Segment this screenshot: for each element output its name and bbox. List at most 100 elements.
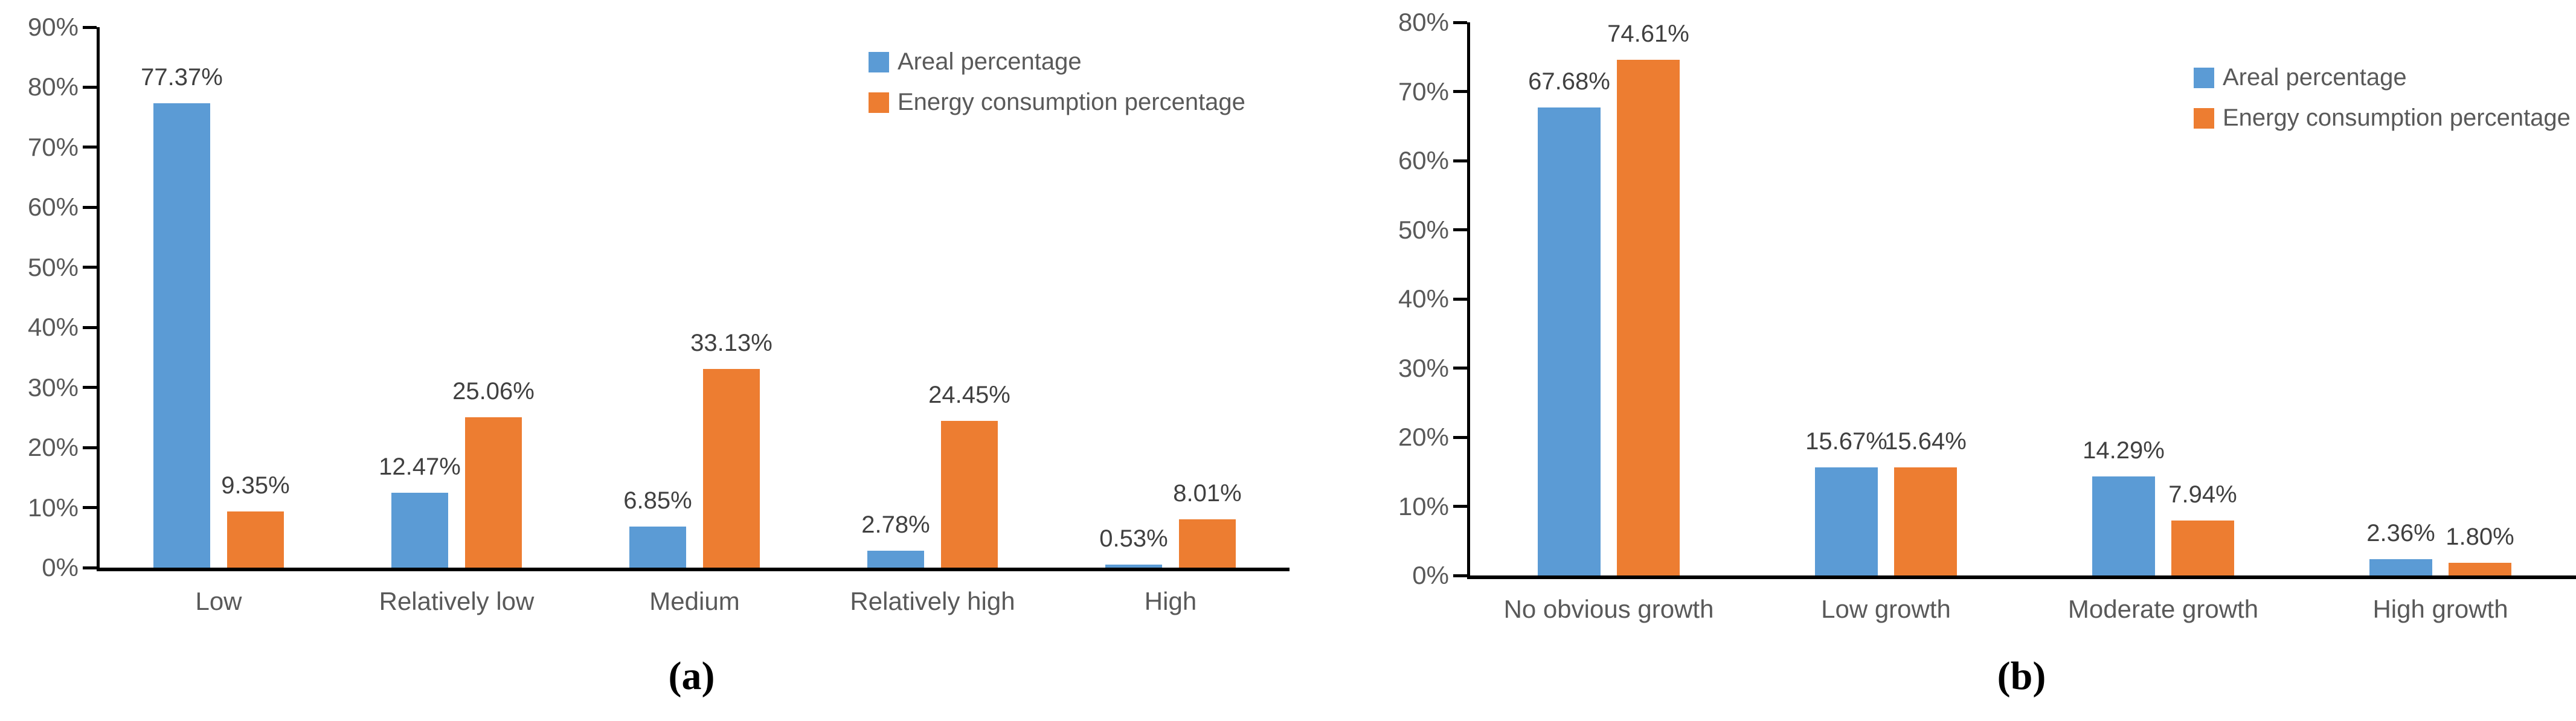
bar-energy bbox=[227, 511, 284, 568]
chart-a-caption: (a) bbox=[668, 654, 715, 698]
y-axis-tick-label: 50% bbox=[1398, 215, 1449, 244]
y-axis-tick-mark bbox=[1453, 90, 1467, 93]
value-label: 25.06% bbox=[452, 377, 535, 405]
x-axis-category-label: Moderate growth bbox=[2067, 595, 2259, 623]
bar-areal bbox=[629, 526, 686, 568]
y-axis-tick-mark bbox=[1453, 367, 1467, 370]
x-axis-category-label: Low growth bbox=[1821, 595, 1951, 623]
y-axis-tick-label: 0% bbox=[42, 553, 79, 582]
bar-areal bbox=[1538, 107, 1601, 575]
chart-b-legend: Areal percentage Energy consumption perce… bbox=[2194, 64, 2571, 145]
y-axis-tick-mark bbox=[83, 566, 97, 569]
y-axis-tick-mark bbox=[1453, 505, 1467, 508]
chart-a-legend: Areal percentage Energy consumption perce… bbox=[869, 48, 1245, 129]
value-label: 2.36% bbox=[2366, 519, 2435, 546]
y-axis-tick-mark bbox=[83, 205, 97, 209]
chart-b-plot-area: 0% 10% 20% 30% 40% 50% 60% 70% 80% No obvious gro… bbox=[1398, 8, 2576, 623]
chart-b-panel: 0% 10% 20% 30% 40% 50% 60% 70% 80% No obvious gro… bbox=[1317, 0, 2576, 721]
y-axis-tick-mark bbox=[83, 386, 97, 389]
y-axis-tick-mark bbox=[83, 25, 97, 29]
bar-areal bbox=[1815, 467, 1878, 575]
x-axis-category-label: Relatively high bbox=[850, 587, 1015, 615]
y-axis-tick-label: 80% bbox=[27, 72, 79, 101]
bar-energy bbox=[465, 417, 522, 568]
value-label: 2.78% bbox=[861, 511, 930, 539]
value-label: 15.64% bbox=[1884, 428, 1967, 455]
y-axis-tick-label: 10% bbox=[27, 493, 79, 522]
y-axis-tick-label: 60% bbox=[1398, 146, 1449, 175]
y-axis-tick-label: 20% bbox=[1398, 423, 1449, 451]
bar-energy bbox=[1179, 519, 1236, 568]
bar-energy bbox=[1617, 59, 1680, 575]
value-label: 24.45% bbox=[928, 381, 1010, 408]
legend-label: Areal percentage bbox=[2223, 64, 2407, 91]
x-axis-category-label: Medium bbox=[649, 587, 740, 615]
x-axis-category-label: Relatively low bbox=[379, 587, 535, 615]
x-axis-category-label: No obvious growth bbox=[1503, 595, 1714, 623]
y-axis-tick-label: 50% bbox=[27, 252, 79, 281]
orange-square-swatch bbox=[2194, 107, 2214, 129]
bar-areal bbox=[2369, 559, 2432, 575]
legend-item: Areal percentage bbox=[869, 48, 1245, 75]
y-axis-tick-mark bbox=[1453, 574, 1467, 577]
value-label: 33.13% bbox=[690, 329, 772, 356]
y-axis-tick-mark bbox=[83, 266, 97, 269]
bar-energy bbox=[2171, 521, 2234, 575]
y-axis-tick-mark bbox=[83, 446, 97, 449]
value-label: 1.80% bbox=[2446, 524, 2514, 551]
y-axis-tick-mark bbox=[83, 146, 97, 149]
value-label: 7.94% bbox=[2168, 481, 2237, 508]
value-label: 67.68% bbox=[1528, 68, 1610, 95]
chart-a-plot-area: 0% 10% 20% 30% 40% 50% 60% 70% 80% 90% Low 77.37% 9.… bbox=[28, 13, 1290, 615]
y-axis-tick-label: 0% bbox=[1412, 561, 1449, 589]
blue-square-swatch bbox=[869, 51, 889, 72]
y-axis-tick-mark bbox=[1453, 297, 1467, 301]
bar-energy bbox=[2449, 563, 2511, 575]
chart-b-caption: (b) bbox=[1997, 654, 2046, 698]
y-axis-tick-label: 20% bbox=[27, 433, 79, 462]
bar-areal bbox=[153, 103, 210, 568]
bar-energy bbox=[941, 420, 998, 568]
y-axis-tick-label: 40% bbox=[27, 313, 79, 342]
y-axis-tick-label: 70% bbox=[27, 132, 79, 161]
y-axis-tick-label: 30% bbox=[1398, 353, 1449, 382]
y-axis-tick-mark bbox=[1453, 228, 1467, 231]
y-axis-tick-mark bbox=[1453, 159, 1467, 162]
y-axis-tick-mark bbox=[83, 85, 97, 89]
legend-item: Areal percentage bbox=[2194, 64, 2571, 91]
y-axis-tick-label: 10% bbox=[1398, 492, 1449, 521]
blue-square-swatch bbox=[2194, 67, 2214, 88]
y-axis-tick-label: 30% bbox=[27, 373, 79, 402]
bar-areal bbox=[867, 551, 924, 568]
bar-energy bbox=[703, 368, 760, 568]
value-label: 6.85% bbox=[623, 487, 692, 514]
chart-a-panel: 0% 10% 20% 30% 40% 50% 60% 70% 80% 90% Low 77.37% 9.… bbox=[28, 13, 1290, 698]
x-axis-category-label: High growth bbox=[2372, 595, 2508, 623]
x-axis-category-label: High bbox=[1144, 587, 1197, 615]
bar-areal bbox=[391, 493, 448, 568]
orange-square-swatch bbox=[869, 92, 889, 113]
value-label: 8.01% bbox=[1173, 480, 1242, 507]
x-axis-category-label: Low bbox=[195, 587, 242, 615]
bar-energy bbox=[1894, 467, 1957, 575]
y-axis-tick-label: 60% bbox=[27, 193, 79, 222]
y-axis-tick-mark bbox=[83, 506, 97, 510]
y-axis-tick-mark bbox=[83, 325, 97, 329]
value-label: 74.61% bbox=[1607, 20, 1689, 47]
y-axis-tick-label: 90% bbox=[27, 13, 79, 41]
value-label: 0.53% bbox=[1099, 525, 1168, 552]
legend-label: Areal percentage bbox=[898, 48, 1082, 75]
y-axis-tick-label: 40% bbox=[1398, 284, 1449, 313]
value-label: 15.67% bbox=[1805, 428, 1887, 455]
y-axis-tick-label: 70% bbox=[1398, 77, 1449, 106]
legend-label: Energy consumption percentage bbox=[2223, 104, 2571, 131]
value-label: 12.47% bbox=[379, 453, 461, 480]
value-label: 14.29% bbox=[2083, 437, 2165, 464]
value-label: 77.37% bbox=[141, 63, 223, 91]
legend-item: Energy consumption percentage bbox=[869, 89, 1245, 116]
legend-label: Energy consumption percentage bbox=[898, 89, 1245, 115]
y-axis-tick-mark bbox=[1453, 435, 1467, 439]
legend-item: Energy consumption percentage bbox=[2194, 104, 2571, 132]
value-label: 9.35% bbox=[221, 472, 290, 499]
